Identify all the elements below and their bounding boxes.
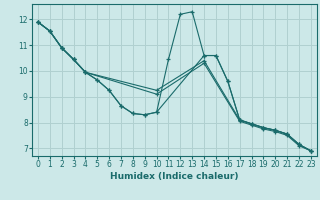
X-axis label: Humidex (Indice chaleur): Humidex (Indice chaleur) — [110, 172, 239, 181]
